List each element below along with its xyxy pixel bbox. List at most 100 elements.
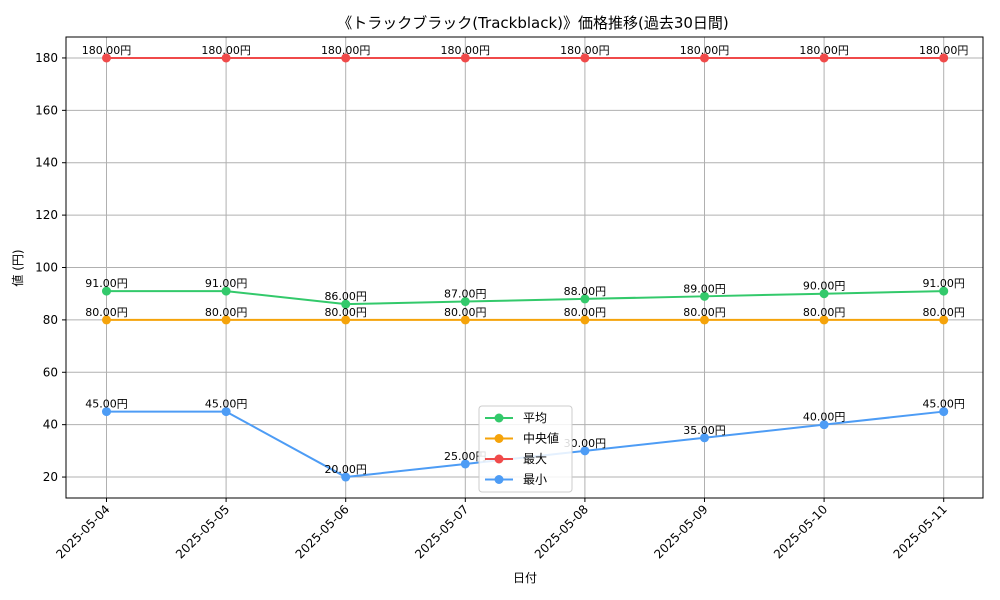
data-point <box>939 286 949 296</box>
data-point <box>460 315 470 325</box>
y-tick-label: 140 <box>35 156 58 170</box>
data-point <box>939 53 949 63</box>
x-tick-label: 2025-05-10 <box>771 502 830 561</box>
y-tick-label: 160 <box>35 103 58 117</box>
legend-label: 中央値 <box>523 431 559 446</box>
legend-marker <box>494 475 504 484</box>
y-tick-label: 60 <box>43 365 58 379</box>
legend-marker <box>494 454 504 464</box>
data-point <box>460 297 470 307</box>
x-tick-label: 2025-05-06 <box>293 502 352 561</box>
data-point <box>102 407 111 417</box>
data-point <box>819 315 829 325</box>
data-point <box>939 407 949 417</box>
legend-label: 平均 <box>523 411 547 425</box>
data-point <box>939 315 949 325</box>
legend-marker <box>494 434 504 443</box>
y-tick-label: 40 <box>43 418 58 432</box>
data-point <box>819 420 829 430</box>
data-label: 40.00円 <box>803 411 846 424</box>
y-axis-label: 値 (円) <box>10 249 25 286</box>
data-point <box>102 286 111 296</box>
y-tick-label: 180 <box>35 51 58 65</box>
x-tick-label: 2025-05-09 <box>651 502 710 561</box>
data-label: 180.00円 <box>441 44 491 57</box>
legend-box <box>478 405 573 493</box>
data-label: 45.00円 <box>922 398 965 411</box>
x-tick-label: 2025-05-11 <box>891 502 950 561</box>
data-point <box>221 53 231 63</box>
data-point <box>700 433 709 443</box>
legend-marker <box>494 413 504 423</box>
data-label: 30.00円 <box>564 437 607 450</box>
data-label: 87.00円 <box>444 288 487 301</box>
data-point <box>700 315 709 325</box>
grid-lines <box>66 37 983 498</box>
data-label: 80.00円 <box>564 306 607 319</box>
x-tick-label: 2025-05-04 <box>53 502 112 561</box>
data-point <box>580 446 590 456</box>
data-labels: 91.00円 91.00円 86.00円 87.00円 88.00円 89.00円 90.0… <box>82 44 969 476</box>
x-tick-label: 2025-05-08 <box>532 502 591 561</box>
data-label: 180.00円 <box>560 44 610 57</box>
data-label: 45.00円 <box>85 398 128 411</box>
data-point <box>102 315 111 325</box>
data-label: 180.00円 <box>799 44 849 57</box>
data-label: 25.00円 <box>444 450 487 463</box>
data-label: 35.00円 <box>683 424 726 437</box>
data-label: 80.00円 <box>444 306 487 319</box>
x-tick-label: 2025-05-07 <box>412 502 471 561</box>
y-tick-label: 80 <box>43 313 58 327</box>
data-label: 80.00円 <box>85 306 128 319</box>
data-point <box>819 289 829 299</box>
data-label: 180.00円 <box>919 44 969 57</box>
x-axis: 2025-05-04 2025-05-05 2025-05-06 2025-05-07… <box>53 498 950 561</box>
data-label: 80.00円 <box>683 306 726 319</box>
data-point <box>341 299 351 309</box>
data-point <box>221 407 231 417</box>
data-point <box>460 53 470 63</box>
data-label: 86.00円 <box>324 290 367 303</box>
y-tick-label: 120 <box>35 208 58 222</box>
data-label: 80.00円 <box>803 306 846 319</box>
data-point <box>221 286 231 296</box>
data-point <box>700 291 709 301</box>
data-point <box>580 294 590 304</box>
data-point <box>221 315 231 325</box>
data-label: 80.00円 <box>205 306 248 319</box>
data-label: 91.00円 <box>922 277 965 290</box>
data-point <box>341 53 351 63</box>
data-point <box>341 472 351 482</box>
data-label: 180.00円 <box>321 44 371 57</box>
x-axis-label: 日付 <box>513 571 537 585</box>
data-point <box>819 53 829 63</box>
data-label: 80.00円 <box>922 306 965 319</box>
data-label: 20.00円 <box>324 463 367 476</box>
data-point <box>580 53 590 63</box>
y-tick-label: 20 <box>43 470 58 484</box>
y-axis: 20 40 60 80 100 120 140 160 180 <box>35 51 66 484</box>
data-point <box>580 315 590 325</box>
chart-title: 《トラックブラック(Trackblack)》価格推移(過去30日間) <box>337 14 729 32</box>
series-line <box>106 290 944 306</box>
data-label: 89.00円 <box>683 282 726 295</box>
data-label: 45.00円 <box>205 398 248 411</box>
data-point <box>102 53 111 63</box>
data-label: 180.00円 <box>680 44 730 57</box>
data-point <box>341 315 351 325</box>
data-point <box>460 459 470 469</box>
y-tick-label: 100 <box>35 261 58 275</box>
data-label: 180.00円 <box>82 44 132 57</box>
x-tick-label: 2025-05-05 <box>173 502 232 561</box>
data-label: 80.00円 <box>324 306 367 319</box>
series-layer <box>102 53 949 482</box>
legend-label: 最大 <box>523 452 547 466</box>
data-label: 91.00円 <box>85 277 128 290</box>
data-label: 90.00円 <box>803 280 846 293</box>
data-point <box>700 53 709 63</box>
data-label: 88.00円 <box>564 285 607 298</box>
legend-label: 最小 <box>523 473 547 487</box>
data-label: 91.00円 <box>205 277 248 290</box>
